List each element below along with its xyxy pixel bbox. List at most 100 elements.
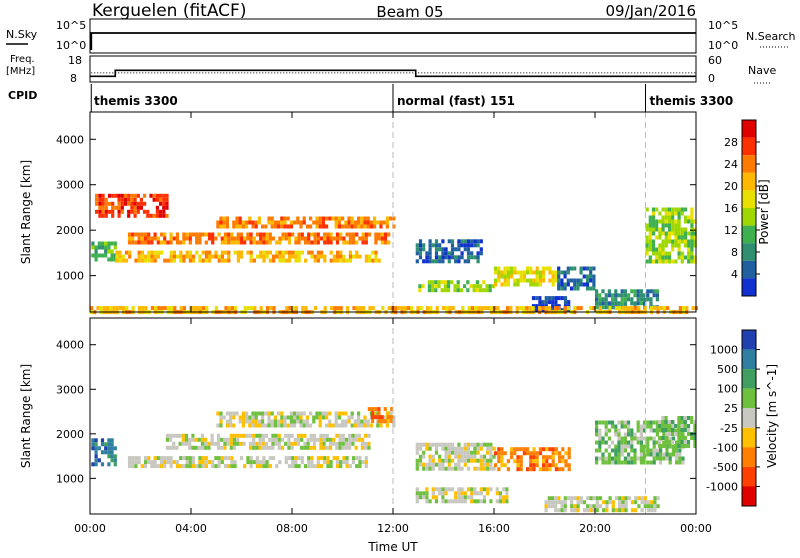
heatmap-cell (238, 415, 242, 420)
heatmap-cell (326, 460, 330, 465)
heatmap-cell (633, 293, 637, 298)
heatmap-cell (438, 255, 442, 260)
heatmap-cell (188, 232, 192, 237)
heatmap-cell (329, 232, 333, 237)
heatmap-cell (293, 415, 297, 420)
heatmap-cell (545, 467, 549, 472)
heatmap-cell (277, 423, 281, 428)
heatmap-cell (434, 251, 439, 256)
heatmap-cell (283, 224, 287, 229)
heatmap-cell (313, 258, 317, 263)
heatmap-cell (191, 456, 196, 461)
heatmap-cell (529, 278, 533, 283)
heatmap-cell (589, 496, 593, 501)
heatmap-cell (351, 433, 355, 438)
heatmap-cell (664, 215, 668, 220)
heatmap-cell (667, 432, 671, 436)
heatmap-cell (252, 240, 256, 245)
heatmap-cell (604, 420, 608, 425)
heatmap-cell (321, 411, 325, 416)
heatmap-cell (633, 456, 637, 461)
heatmap-cell (466, 247, 471, 252)
heatmap-cell (257, 220, 261, 225)
heatmap-cell (566, 496, 571, 501)
heatmap-cell (198, 240, 202, 245)
heatmap-cell (238, 220, 242, 225)
heatmap-cell (306, 441, 310, 446)
heatmap-cell (214, 250, 218, 255)
heatmap-cell (246, 306, 250, 311)
heatmap-cell (220, 258, 224, 263)
heatmap-cell (273, 419, 277, 424)
heatmap-cell (535, 451, 539, 456)
heatmap-cell (601, 456, 605, 461)
heatmap-cell (492, 454, 496, 459)
heatmap-cell (304, 306, 308, 311)
heatmap-cell (197, 437, 201, 442)
heatmap-cell (360, 419, 364, 424)
heatmap-cell (104, 241, 108, 246)
heatmap-cell (618, 508, 622, 513)
heatmap-cell (249, 232, 253, 237)
heatmap-cell (444, 499, 448, 504)
heatmap-cell (152, 213, 156, 218)
heatmap-cell (392, 224, 396, 229)
heatmap-cell (229, 441, 233, 446)
heatmap-cell (345, 460, 349, 465)
heatmap-cell (326, 464, 330, 469)
heatmap-cell (128, 250, 132, 255)
heatmap-cell (225, 216, 229, 221)
heatmap-cell (437, 280, 441, 285)
heatmap-cell (91, 438, 95, 443)
heatmap-cell (284, 441, 288, 446)
heatmap-cell (434, 280, 438, 285)
heatmap-cell (360, 220, 364, 225)
colorbar-tick-label: 4 (731, 268, 738, 281)
heatmap-cell (366, 224, 370, 229)
heatmap-cell (510, 274, 514, 279)
heatmap-cell (347, 216, 351, 221)
heatmap-cell (416, 306, 420, 311)
heatmap-cell (319, 456, 324, 461)
heatmap-cell (198, 258, 202, 263)
heatmap-cell (316, 460, 320, 465)
heatmap-cell (278, 240, 282, 245)
heatmap-cell (566, 270, 570, 275)
heatmap-cell (136, 201, 140, 206)
heatmap-cell (441, 442, 445, 447)
heatmap-cell (661, 247, 665, 252)
heatmap-cell (690, 243, 694, 248)
heatmap-cell (248, 419, 252, 424)
heatmap-cell (680, 428, 684, 432)
heatmap-cell (687, 251, 691, 256)
heatmap-cell (159, 464, 164, 469)
heatmap-cell (677, 235, 681, 240)
heatmap-cell (614, 496, 619, 501)
heatmap-cell (680, 432, 684, 436)
heatmap-cell (573, 282, 577, 287)
heatmap-cell (204, 464, 208, 469)
heatmap-cell (617, 293, 621, 298)
heatmap-cell (265, 232, 269, 237)
heatmap-cell (494, 451, 498, 456)
heatmap-cell (569, 266, 574, 271)
heatmap-cell (352, 306, 356, 311)
heatmap-cell (554, 447, 558, 452)
heatmap-cell (649, 424, 653, 429)
heatmap-cell (220, 437, 224, 442)
heatmap-cell (238, 216, 242, 221)
heatmap-cell (441, 247, 445, 252)
heatmap-cell (522, 306, 526, 311)
nave-label: Nave (748, 64, 776, 77)
heatmap-cell (131, 306, 135, 311)
heatmap-cell (473, 243, 477, 248)
heatmap-cell (147, 460, 151, 465)
heatmap-cell (479, 454, 483, 459)
heatmap-cell (611, 508, 615, 513)
heatmap-cell (94, 454, 98, 459)
heatmap-cell (296, 220, 300, 225)
heatmap-cell (339, 306, 343, 311)
heatmap-cell (639, 436, 643, 441)
heatmap-cell (667, 255, 672, 260)
heatmap-cell (200, 441, 205, 446)
